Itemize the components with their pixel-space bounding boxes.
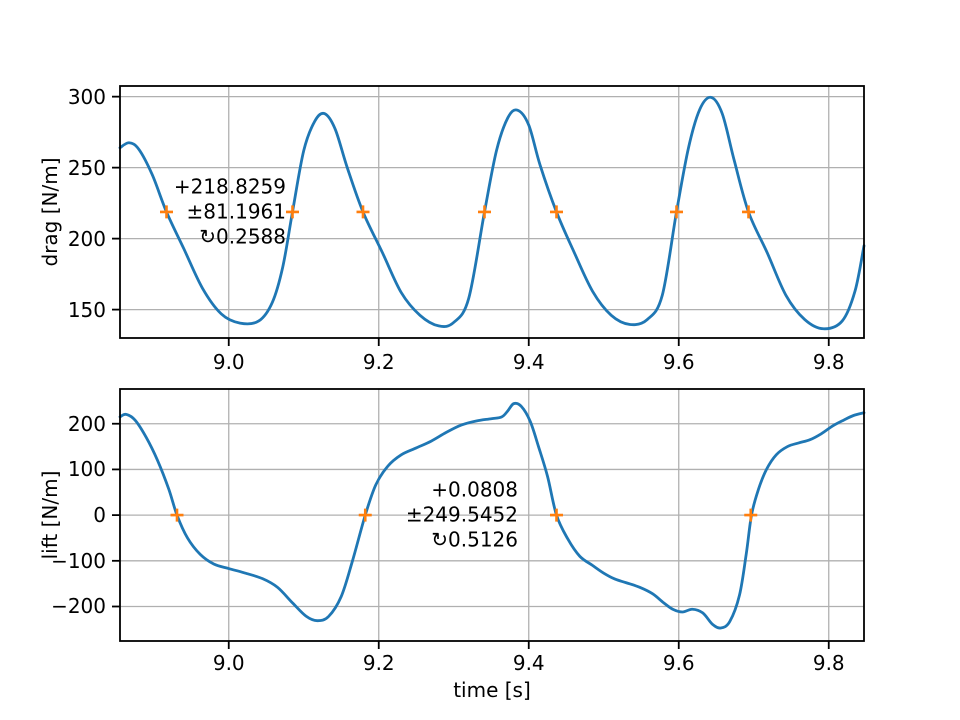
drag-axis-label: drag [N/m] <box>38 157 62 267</box>
y-tick-label: −200 <box>51 594 106 619</box>
drag-mean-value: +218.8259 <box>173 174 286 199</box>
lift-period-value: ↻0.5126 <box>431 527 518 552</box>
axes-spine <box>119 387 865 642</box>
x-tick-label: 9.6 <box>662 350 695 374</box>
y-tick-label: 250 <box>67 156 106 180</box>
y-tick-label: 0 <box>93 502 106 527</box>
lift-axis-label: lift [N/m] <box>38 470 62 560</box>
mean-crossing-marker <box>742 205 755 219</box>
drag-stats-annotation: +218.8259 ±81.1961 ↻0.2588 <box>174 175 286 250</box>
x-tick-label: 9.0 <box>212 651 245 675</box>
mean-crossing-marker <box>358 508 372 522</box>
y-tick-label: 200 <box>67 227 106 251</box>
y-tick-label: 150 <box>67 298 106 322</box>
mean-crossing-marker <box>550 508 563 522</box>
mean-crossing-marker <box>550 205 563 219</box>
drag-period-value: ↻0.2588 <box>199 224 286 249</box>
drag-amplitude-value: ±81.1961 <box>186 199 286 224</box>
x-tick-label: 9.4 <box>512 651 545 675</box>
axes-spine <box>119 85 865 340</box>
x-tick-label: 9.8 <box>812 350 845 374</box>
mean-crossing-marker <box>160 205 173 219</box>
drag-curve <box>118 96 866 331</box>
mean-crossing-marker <box>286 205 299 219</box>
time-axis-label: time [s] <box>453 678 531 702</box>
x-tick-label: 9.6 <box>662 651 695 675</box>
lift-stats-annotation: +0.0808 ±249.5452 ↻0.5126 <box>406 478 518 553</box>
lift-mean-value: +0.0808 <box>431 477 518 502</box>
x-tick-label: 9.2 <box>362 651 395 675</box>
y-tick-label: 200 <box>67 411 106 436</box>
mean-crossing-marker <box>356 205 370 219</box>
mean-crossing-marker <box>478 205 491 219</box>
x-tick-label: 9.4 <box>512 350 545 374</box>
mean-crossing-marker <box>670 205 683 219</box>
y-tick-label: 300 <box>67 85 106 109</box>
lift-amplitude-value: ±249.5452 <box>405 502 518 527</box>
mean-crossing-marker <box>170 508 184 522</box>
lift-plot-area <box>112 387 866 649</box>
drag-plot-area <box>112 85 866 347</box>
x-tick-label: 9.0 <box>212 350 245 374</box>
y-tick-label: −100 <box>51 548 106 573</box>
x-tick-label: 9.8 <box>812 651 845 675</box>
y-tick-label: 100 <box>67 457 106 482</box>
x-tick-label: 9.2 <box>362 350 395 374</box>
mean-crossing-marker <box>744 508 758 522</box>
